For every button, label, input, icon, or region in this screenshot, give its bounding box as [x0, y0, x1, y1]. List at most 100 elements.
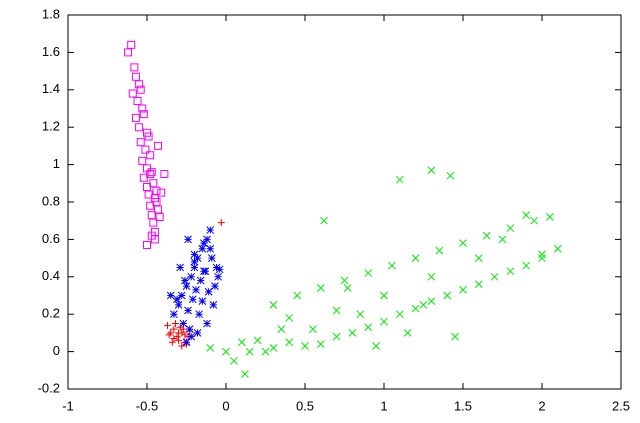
x-tick-label: 0.5: [296, 398, 314, 413]
point: [139, 173, 148, 182]
point: [170, 335, 178, 343]
point: [253, 336, 262, 345]
x-tick-label: 2.5: [612, 398, 630, 413]
point: [198, 244, 207, 253]
point: [147, 168, 156, 177]
point: [190, 263, 199, 272]
point: [181, 331, 189, 339]
point: [177, 291, 186, 300]
point: [128, 89, 137, 98]
point: [356, 310, 365, 319]
point: [372, 342, 380, 350]
point: [443, 291, 452, 300]
point: [152, 198, 161, 206]
point: [206, 226, 215, 234]
point: [204, 287, 213, 296]
point: [530, 216, 538, 225]
point: [171, 320, 179, 328]
point: [187, 272, 196, 281]
point: [146, 201, 155, 210]
x-tick-label: -1: [62, 398, 74, 413]
point: [157, 188, 166, 197]
point: [340, 276, 349, 285]
point: [143, 128, 151, 137]
point: [446, 171, 455, 180]
point: [143, 164, 151, 173]
point: [190, 257, 199, 266]
point: [152, 186, 161, 195]
point: [138, 156, 147, 165]
point: [209, 300, 218, 309]
x-tick-label: 1: [380, 398, 387, 413]
point: [155, 212, 164, 221]
point: [146, 169, 155, 178]
point: [285, 338, 294, 347]
point: [215, 265, 224, 274]
point: [175, 329, 183, 337]
point: [230, 357, 238, 365]
point: [301, 342, 309, 350]
point: [474, 280, 483, 289]
point: [135, 123, 144, 132]
y-tick-label: 1.6: [42, 44, 60, 59]
point: [506, 224, 515, 233]
point: [130, 63, 139, 72]
point: [261, 347, 270, 356]
x-tick-label: 0: [222, 398, 229, 413]
point: [459, 286, 467, 294]
y-tick-label: 1: [53, 156, 60, 171]
point: [388, 261, 396, 270]
point: [538, 254, 546, 262]
point: [136, 85, 145, 94]
point: [167, 329, 175, 337]
point: [269, 344, 278, 352]
point: [182, 338, 191, 347]
point: [144, 132, 153, 141]
point: [309, 325, 317, 334]
point: [200, 239, 208, 247]
point: [138, 104, 147, 113]
point: [136, 138, 145, 147]
point: [427, 297, 436, 305]
point: [538, 250, 546, 259]
point: [170, 310, 178, 319]
point: [206, 244, 215, 253]
x-tick-label: -0.5: [136, 398, 158, 413]
point: [143, 241, 151, 250]
point: [170, 325, 178, 333]
point: [182, 282, 191, 291]
point: [135, 80, 144, 89]
point: [164, 321, 172, 329]
point: [176, 263, 185, 272]
point: [395, 175, 404, 184]
point: [196, 276, 205, 285]
point: [147, 231, 156, 240]
point: [190, 250, 199, 259]
point: [166, 291, 175, 300]
point: [124, 48, 133, 57]
point: [214, 272, 222, 281]
point: [207, 254, 216, 262]
point: [395, 310, 404, 319]
point: [498, 235, 507, 244]
point: [200, 267, 208, 276]
point: [482, 231, 491, 240]
point: [343, 284, 352, 292]
point: [427, 166, 436, 175]
point: [320, 216, 328, 225]
point: [245, 347, 254, 356]
x-tick-label: 1.5: [454, 398, 472, 413]
point: [332, 332, 341, 341]
point: [175, 336, 183, 344]
point: [173, 295, 181, 304]
y-tick-label: 0.2: [42, 306, 60, 321]
point: [427, 272, 436, 281]
point: [173, 333, 181, 341]
point: [154, 141, 163, 150]
point: [181, 276, 189, 285]
y-tick-label: 0.6: [42, 231, 60, 246]
y-tick-label: 1.8: [42, 6, 60, 21]
point: [193, 329, 202, 337]
point: [490, 272, 499, 281]
